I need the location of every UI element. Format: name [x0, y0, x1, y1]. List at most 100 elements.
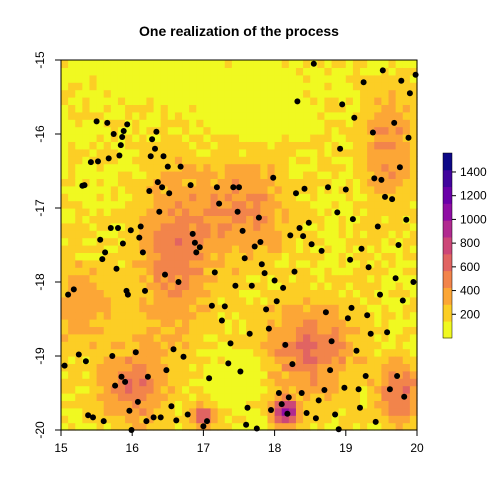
heatmap-cell	[317, 171, 326, 179]
heatmap-cell	[196, 304, 204, 313]
heatmap-cell	[125, 422, 133, 431]
heatmap-cell	[295, 363, 304, 372]
heatmap-cell	[139, 289, 148, 298]
heatmap-cell	[395, 356, 404, 364]
heatmap-cell	[146, 171, 155, 179]
heatmap-cell	[360, 289, 368, 298]
heatmap-cell	[217, 385, 226, 394]
heatmap-cell	[310, 126, 318, 135]
heatmap-cell	[217, 185, 226, 194]
heatmap-cell	[239, 259, 247, 268]
heatmap-cell	[68, 393, 76, 401]
heatmap-cell	[132, 89, 140, 98]
heatmap-cell	[196, 178, 204, 187]
heatmap-cell	[231, 296, 240, 305]
heatmap-cell	[132, 319, 140, 327]
heatmap-cell	[281, 385, 290, 394]
event-point	[339, 101, 346, 108]
legend-tick-label: 1200	[460, 189, 487, 203]
heatmap-cell	[174, 97, 183, 105]
heatmap-cell	[153, 67, 162, 76]
heatmap-cell	[253, 178, 261, 187]
event-point	[187, 182, 194, 189]
heatmap-cell	[196, 141, 204, 150]
heatmap-cell	[231, 341, 240, 350]
heatmap-cell	[402, 282, 411, 290]
heatmap-cell	[217, 296, 226, 305]
heatmap-cell	[167, 97, 176, 105]
heatmap-cell	[281, 126, 290, 135]
heatmap-cell	[367, 171, 375, 179]
heatmap-cell	[210, 304, 219, 313]
heatmap-cell	[196, 171, 204, 179]
heatmap-cell	[324, 363, 333, 372]
legend-swatch	[443, 203, 452, 221]
heatmap-cell	[253, 282, 261, 290]
heatmap-cell	[61, 208, 69, 216]
heatmap-cell	[345, 341, 354, 350]
heatmap-cell	[239, 230, 247, 239]
heatmap-cell	[395, 422, 404, 431]
heatmap-cell	[146, 370, 155, 379]
heatmap-cell	[310, 67, 318, 76]
heatmap-cell	[167, 304, 176, 313]
heatmap-cell	[345, 333, 354, 342]
heatmap-cell	[352, 363, 361, 372]
heatmap-cell	[331, 134, 340, 142]
heatmap-cell	[224, 237, 233, 246]
heatmap-cell	[174, 341, 183, 350]
heatmap-cell	[253, 60, 261, 68]
heatmap-cell	[75, 267, 83, 276]
heatmap-cell	[82, 208, 91, 216]
heatmap-cell	[117, 363, 126, 372]
heatmap-cell	[160, 185, 169, 194]
heatmap-cell	[381, 208, 390, 216]
heatmap-cell	[303, 60, 311, 68]
heatmap-cell	[132, 215, 140, 224]
heatmap-cell	[75, 111, 83, 120]
heatmap-cell	[217, 89, 226, 98]
heatmap-cell	[367, 119, 375, 128]
heatmap-cell	[132, 326, 140, 335]
heatmap-cell	[338, 230, 347, 239]
heatmap-cell	[260, 208, 269, 216]
heatmap-cell	[324, 178, 333, 187]
heatmap-cell	[153, 230, 162, 239]
heatmap-cell	[303, 415, 311, 424]
heatmap-cell	[253, 356, 261, 364]
heatmap-cell	[96, 267, 105, 276]
heatmap-cell	[217, 134, 226, 142]
event-point	[124, 121, 131, 128]
heatmap-cell	[310, 348, 318, 357]
heatmap-cell	[360, 119, 368, 128]
event-point	[61, 362, 68, 369]
heatmap-cell	[110, 319, 119, 327]
event-point	[347, 256, 354, 263]
heatmap-cell	[303, 237, 311, 246]
heatmap-cell	[260, 200, 269, 209]
heatmap-cell	[402, 119, 411, 128]
heatmap-cell	[267, 267, 276, 276]
heatmap-cell	[345, 348, 354, 357]
heatmap-cell	[395, 82, 404, 91]
heatmap-cell	[317, 422, 326, 431]
heatmap-cell	[189, 400, 197, 409]
event-point	[239, 227, 246, 234]
heatmap-cell	[374, 141, 382, 150]
event-point	[263, 306, 270, 313]
heatmap-cell	[317, 193, 326, 202]
heatmap-cell	[61, 319, 69, 327]
heatmap-cell	[288, 215, 297, 224]
event-point	[284, 410, 291, 417]
heatmap-cell	[167, 252, 176, 261]
event-point	[104, 119, 111, 126]
heatmap-cell	[281, 89, 290, 98]
y-axis: -15-16-17-18-19-20	[33, 51, 61, 439]
heatmap-cell	[125, 415, 133, 424]
heatmap-cell	[331, 252, 340, 261]
heatmap-cell	[203, 274, 212, 283]
heatmap-cell	[96, 378, 105, 387]
heatmap-cell	[231, 363, 240, 372]
heatmap-cell	[110, 111, 119, 120]
heatmap-cell	[310, 193, 318, 202]
